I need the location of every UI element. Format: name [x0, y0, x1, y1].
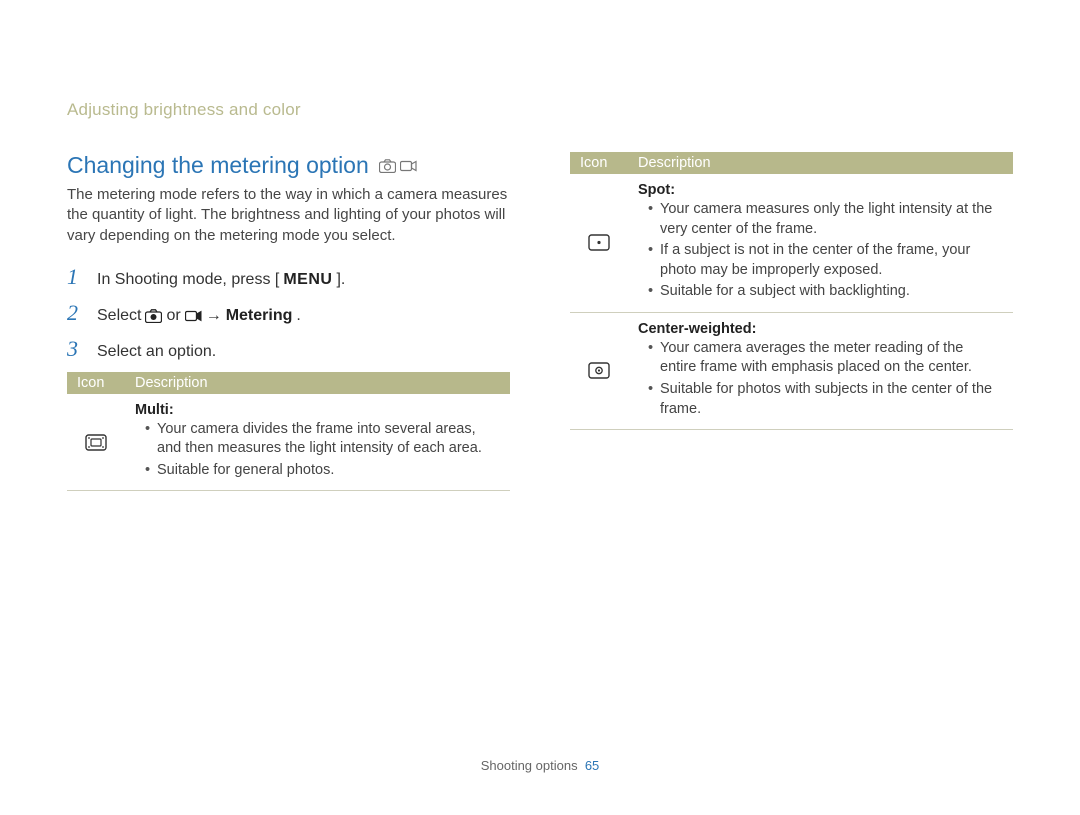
row-title: Spot: — [638, 182, 1003, 198]
step-text: Select or → Metering. — [97, 307, 301, 325]
desc-cell: Center-weighted: Your camera averages th… — [628, 312, 1013, 429]
center-weighted-icon-cell — [570, 312, 628, 429]
desc-cell: Spot: Your camera measures only the ligh… — [628, 174, 1013, 312]
row-bullets: Your camera measures only the light inte… — [638, 200, 1003, 302]
content-columns: Changing the metering option The meterin… — [67, 152, 1013, 491]
th-desc: Description — [628, 152, 1013, 174]
step-number: 3 — [67, 336, 83, 362]
videocam-icon — [400, 159, 417, 173]
step-2-target: Metering — [226, 307, 293, 325]
desc-cell: Multi: Your camera divides the frame int… — [125, 394, 510, 491]
spot-icon-cell — [570, 174, 628, 312]
step-2: 2 Select or → Metering. — [67, 300, 510, 326]
th-icon: Icon — [570, 152, 628, 174]
table-header-row: Icon Description — [67, 372, 510, 394]
step-number: 1 — [67, 264, 83, 290]
spot-icon — [588, 234, 610, 251]
row-bullets: Your camera averages the meter reading o… — [638, 339, 1003, 419]
section-intro: The metering mode refers to the way in w… — [67, 185, 510, 246]
step-2-a: Select — [97, 307, 141, 325]
bullet: Suitable for photos with subjects in the… — [648, 380, 1003, 419]
table-header-row: Icon Description — [570, 152, 1013, 174]
step-1-prefix: In Shooting mode, press [ — [97, 271, 279, 289]
metering-table-right: Icon Description Spot: Your camera measu… — [570, 152, 1013, 430]
footer-section: Shooting options — [481, 758, 578, 773]
step-number: 2 — [67, 300, 83, 326]
row-title: Center-weighted: — [638, 321, 1003, 337]
videocam-icon — [185, 309, 202, 323]
left-column: Changing the metering option The meterin… — [67, 152, 510, 491]
th-desc: Description — [125, 372, 510, 394]
center-weighted-icon — [588, 362, 610, 379]
bullet: Suitable for a subject with backlighting… — [648, 282, 1003, 302]
camera-icon — [379, 159, 396, 173]
right-column: Icon Description Spot: Your camera measu… — [570, 152, 1013, 491]
step-3: 3 Select an option. — [67, 336, 510, 362]
page-footer: Shooting options 65 — [0, 758, 1080, 773]
bullet: Your camera averages the meter reading o… — [648, 339, 1003, 378]
row-bullets: Your camera divides the frame into sever… — [135, 420, 500, 481]
step-text: In Shooting mode, press [MENU]. — [97, 271, 345, 289]
bullet: Your camera measures only the light inte… — [648, 200, 1003, 239]
step-text: Select an option. — [97, 343, 216, 361]
bullet: Your camera divides the frame into sever… — [145, 420, 500, 459]
row-title: Multi: — [135, 402, 500, 418]
metering-table-left: Icon Description Multi: Your camera divi… — [67, 372, 510, 492]
bullet: Suitable for general photos. — [145, 461, 500, 481]
table-row: Multi: Your camera divides the frame int… — [67, 394, 510, 491]
step-2-b: or — [166, 307, 180, 325]
table-row: Spot: Your camera measures only the ligh… — [570, 174, 1013, 312]
breadcrumb: Adjusting brightness and color — [67, 100, 1013, 120]
step-1: 1 In Shooting mode, press [MENU]. — [67, 264, 510, 290]
multi-icon — [85, 434, 107, 451]
arrow-icon: → — [206, 307, 222, 325]
step-1-suffix: ]. — [336, 271, 345, 289]
camera-icon — [145, 309, 162, 323]
menu-label: MENU — [283, 271, 332, 289]
step-2-e: . — [296, 307, 300, 325]
section-title-text: Changing the metering option — [67, 152, 369, 179]
table-row: Center-weighted: Your camera averages th… — [570, 312, 1013, 429]
page-number: 65 — [585, 758, 599, 773]
mode-icons-group — [379, 159, 417, 173]
bullet: If a subject is not in the center of the… — [648, 241, 1003, 280]
multi-icon-cell — [67, 394, 125, 491]
steps-list: 1 In Shooting mode, press [MENU]. 2 Sele… — [67, 264, 510, 362]
th-icon: Icon — [67, 372, 125, 394]
section-title: Changing the metering option — [67, 152, 417, 179]
